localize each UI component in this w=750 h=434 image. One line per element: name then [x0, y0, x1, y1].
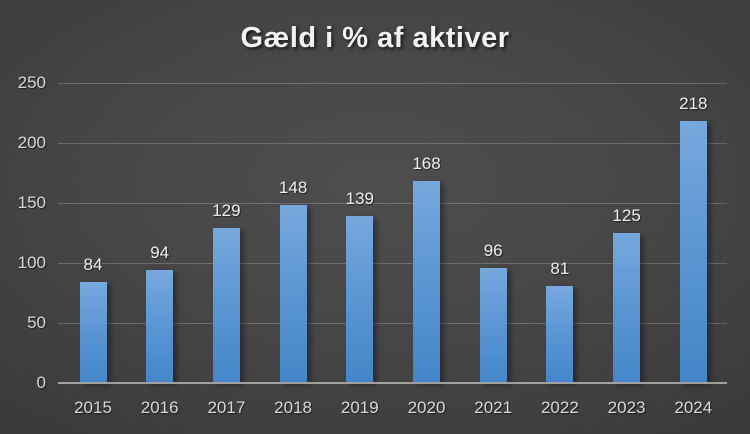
- bar-2019: [346, 216, 374, 383]
- bar-2018: [279, 205, 307, 383]
- x-tick-label-2024: 2024: [674, 398, 713, 417]
- x-tick-label-2015: 2015: [74, 398, 112, 417]
- x-tick-label-2019: 2019: [340, 398, 379, 417]
- x-tick-label-2022: 2022: [540, 398, 579, 417]
- data-label-2015: 84: [83, 255, 103, 275]
- bar-2022: [546, 285, 574, 383]
- chart-title: Gæld i % af aktiver: [240, 22, 510, 54]
- y-tick-label-200: 200: [17, 133, 46, 152]
- x-tick-label-2016: 2016: [140, 398, 179, 417]
- gridline-200: [58, 143, 727, 144]
- y-tick-label-150: 150: [17, 193, 46, 212]
- bar-2023: [613, 233, 641, 383]
- y-tick-label-100: 100: [17, 253, 46, 272]
- data-label-2022: 81: [550, 258, 570, 278]
- gridline-250: [58, 83, 727, 84]
- x-tick-label-2017: 2017: [207, 398, 246, 417]
- data-label-2023: 125: [612, 206, 641, 225]
- gridline-100: [58, 263, 727, 264]
- data-label-2021: 96: [483, 240, 503, 260]
- data-label-2016: 94: [150, 243, 170, 263]
- data-label-2018: 148: [278, 178, 308, 198]
- y-tick-label-50: 50: [27, 313, 46, 332]
- bar-2020: [413, 181, 440, 383]
- x-tick-label-2018: 2018: [274, 398, 312, 417]
- data-label-2019: 139: [345, 189, 374, 209]
- data-label-2024: 218: [679, 94, 708, 114]
- bar-2016: [146, 270, 174, 383]
- x-tick-label-2023: 2023: [607, 398, 646, 417]
- data-label-2017: 129: [212, 201, 241, 221]
- bar-2021: [479, 267, 507, 383]
- data-label-2020: 168: [412, 154, 441, 174]
- x-tick-label-2021: 2021: [474, 398, 513, 417]
- gridline-50: [58, 323, 727, 324]
- y-tick-label-250: 250: [17, 73, 46, 92]
- bar-2015: [79, 282, 107, 383]
- bar-2017: [212, 228, 240, 383]
- y-tick-label-0: 0: [36, 373, 46, 392]
- gridline-150: [58, 203, 727, 204]
- x-axis-line: [58, 382, 727, 384]
- x-tick-label-2020: 2020: [407, 398, 446, 417]
- bar-2024: [679, 121, 707, 383]
